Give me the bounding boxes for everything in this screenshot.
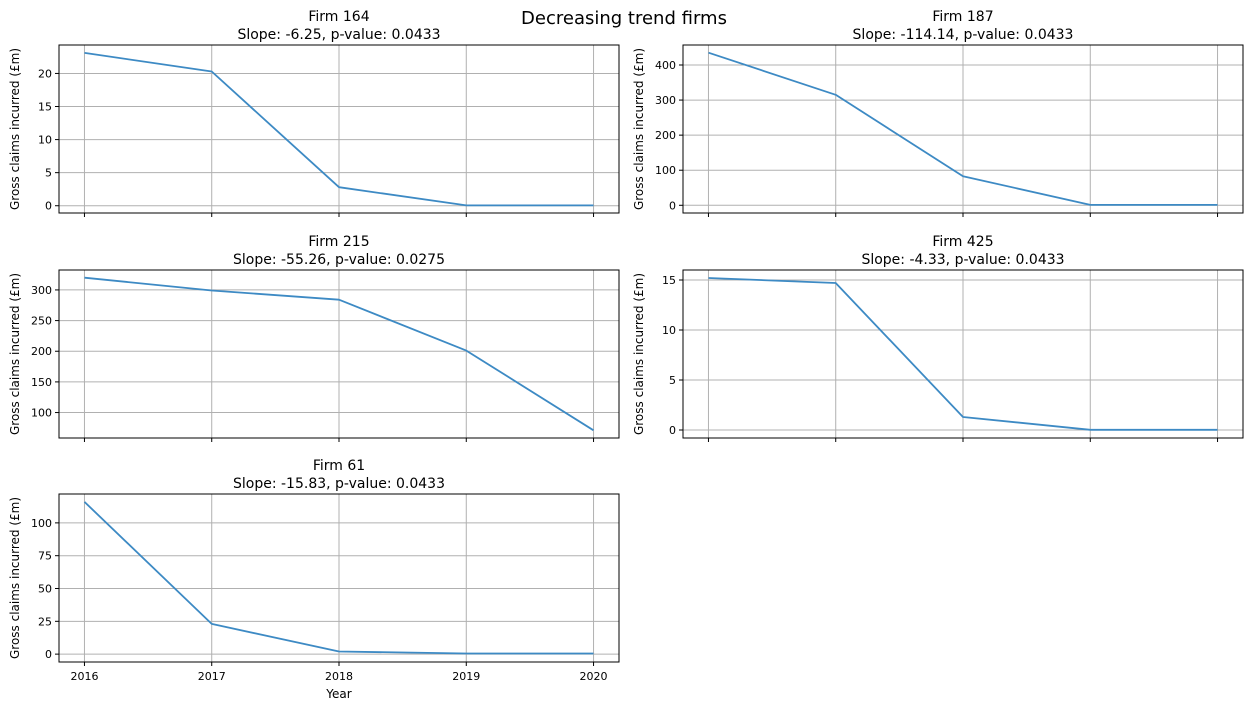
y-axis-label: Gross claims incurred (£m) xyxy=(8,273,22,435)
y-tick-label: 100 xyxy=(31,407,52,420)
x-axis-label: Year xyxy=(325,687,351,701)
subplot-subtitle: Slope: -4.33, p-value: 0.0433 xyxy=(861,252,1064,268)
y-tick-label: 15 xyxy=(662,274,676,287)
y-tick-label: 0 xyxy=(669,424,676,437)
subplot-subtitle: Slope: -6.25, p-value: 0.0433 xyxy=(237,27,440,43)
x-tick-label: 2017 xyxy=(198,670,226,683)
y-tick-label: 200 xyxy=(655,129,676,142)
y-axis-label: Gross claims incurred (£m) xyxy=(632,48,646,210)
y-tick-label: 0 xyxy=(45,648,52,661)
x-tick-label: 2019 xyxy=(452,670,480,683)
y-tick-label: 5 xyxy=(45,167,52,180)
series-line xyxy=(84,52,594,207)
subplot-subtitle: Slope: -15.83, p-value: 0.0433 xyxy=(233,476,445,492)
y-tick-label: 15 xyxy=(38,101,52,114)
y-tick-label: 25 xyxy=(38,615,52,628)
subplot-3: Firm 215 Slope: -55.26, p-value: 0.0275 10… xyxy=(8,234,620,442)
y-tick-label: 20 xyxy=(38,67,52,80)
figure-suptitle: Decreasing trend firms xyxy=(521,8,727,29)
subplot-1: Firm 164 Slope: -6.25, p-value: 0.0433 0 5 1… xyxy=(8,9,620,217)
y-tick-label: 300 xyxy=(31,284,52,297)
y-tick-label: 200 xyxy=(31,345,52,358)
subplot-title: Firm 187 xyxy=(932,9,993,25)
y-axis-label: Gross claims incurred (£m) xyxy=(8,497,22,659)
subplot-title: Firm 164 xyxy=(308,9,369,25)
y-tick-label: 50 xyxy=(38,583,52,596)
subplot-title: Firm 61 xyxy=(313,458,365,474)
series-line xyxy=(708,51,1218,206)
subplot-subtitle: Slope: -114.14, p-value: 0.0433 xyxy=(853,27,1074,43)
subplot-title: Firm 215 xyxy=(308,234,369,250)
y-tick-label: 0 xyxy=(669,199,676,212)
series-line xyxy=(708,277,1218,431)
y-tick-label: 0 xyxy=(45,200,52,213)
series-line xyxy=(84,276,594,432)
y-tick-label: 5 xyxy=(669,374,676,387)
y-tick-label: 10 xyxy=(662,324,676,337)
y-axis-label: Gross claims incurred (£m) xyxy=(632,273,646,435)
y-tick-label: 75 xyxy=(38,550,52,563)
y-tick-label: 100 xyxy=(655,164,676,177)
y-tick-label: 10 xyxy=(38,134,52,147)
subplot-subtitle: Slope: -55.26, p-value: 0.0275 xyxy=(233,252,445,268)
x-tick-label: 2018 xyxy=(325,670,353,683)
x-tick-label: 2020 xyxy=(580,670,608,683)
series-line xyxy=(83,501,594,655)
y-tick-label: 150 xyxy=(31,376,52,389)
x-tick-label: 2016 xyxy=(70,670,98,683)
y-axis-label: Gross claims incurred (£m) xyxy=(8,48,22,210)
y-tick-label: 400 xyxy=(655,59,676,72)
subplot-5: Firm 61 Slope: -15.83, p-value: 0.0433 0 25… xyxy=(8,458,620,701)
subplot-4: Firm 425 Slope: -4.33, p-value: 0.0433 0 5 1… xyxy=(632,234,1244,442)
subplot-title: Firm 425 xyxy=(932,234,993,250)
y-tick-label: 100 xyxy=(31,517,52,530)
y-tick-label: 250 xyxy=(31,315,52,328)
subplot-grid: Firm 164 Slope: -6.25, p-value: 0.0433 0 5 1… xyxy=(8,9,1244,701)
y-tick-label: 300 xyxy=(655,94,676,107)
subplot-2: Firm 187 Slope: -114.14, p-value: 0.0433 0… xyxy=(632,9,1244,217)
